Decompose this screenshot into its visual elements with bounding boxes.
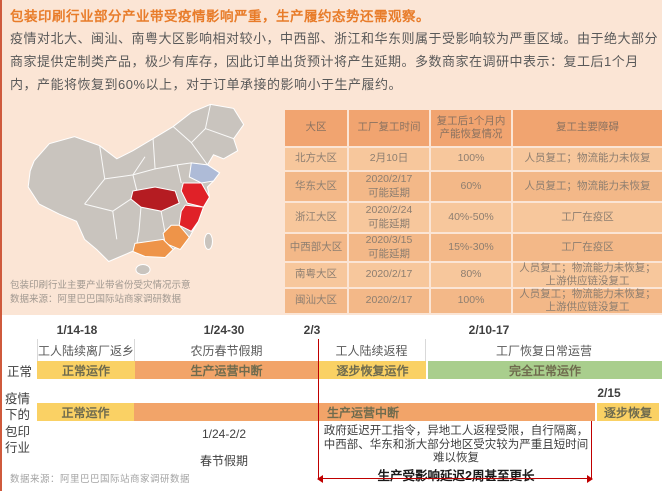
timeline-section: 1/14-18 1/24-30 2/3 2/10-17 2/15 工人陆续离厂返… <box>2 315 662 491</box>
table-header-obstacle: 复工主要障碍 <box>513 110 662 146</box>
map-province-north-region <box>188 162 221 184</box>
bar-normal-operating: 正常运作 <box>37 361 135 379</box>
bar-epidemic-interrupted-label: 生产运营中断 <box>327 405 400 420</box>
timeline-date-1: 1/14-18 <box>56 323 98 337</box>
bracket-right-line <box>591 421 592 479</box>
bracket-left-line <box>318 339 319 479</box>
table-row-time: 2020/3/15 可能延期 <box>349 234 429 261</box>
data-source-footer: 数据来源：阿里巴巴国际站商家调研数据 <box>10 474 191 485</box>
table-header-capacity-line2: 产能恢复情况 <box>439 128 503 140</box>
table-row-time: 2020/2/17 可能延期 <box>349 172 429 201</box>
table-row-capacity: 15%-30% <box>431 234 511 261</box>
bar-normal-interrupted: 生产运营中断 <box>135 361 318 379</box>
region-recovery-table: 大区 工厂复工时间 复工后1个月内 产能恢复情况 复工主要障碍 北方大区 2月1… <box>285 110 662 313</box>
map-province-fujian <box>162 224 190 251</box>
page-title: 包装印刷行业部分产业带受疫情影响严重，生产履约态势还需观察。 <box>10 9 430 24</box>
table-row-capacity: 80% <box>431 263 511 287</box>
table-header-region: 大区 <box>285 110 347 146</box>
summary-paragraph: 疫情对北大、闽汕、南粤大区影响相对较小，中西部、浙江和华东则属于受影响较为严重区… <box>10 31 659 92</box>
table-row-region: 浙江大区 <box>285 203 347 232</box>
time-line2: 可能延期 <box>368 217 410 230</box>
phase-label-resume-ops: 工厂恢复日常运营 <box>495 343 592 358</box>
arrowhead-right-icon <box>587 475 593 483</box>
map-caption-line2: 数据来源：阿里巴巴国际站商家调研数据 <box>10 294 182 306</box>
time-line1: 2020/2/24 <box>365 204 413 217</box>
table-header-capacity: 复工后1个月内 产能恢复情况 <box>431 110 511 146</box>
table-row-obstacle: 人员复工；物流能力未恢复；上游供应链没复工 <box>513 262 662 287</box>
time-line1: 2020/3/15 <box>365 234 413 247</box>
phase-label-spring-festival: 农历春节假期 <box>190 343 263 358</box>
table-row-region: 中西部大区 <box>285 234 347 261</box>
timeline-date-5: 2/15 <box>597 386 621 400</box>
table-row-region: 闽汕大区 <box>285 289 347 313</box>
table-row-time: 2月10日 <box>349 148 429 170</box>
table-row-region: 南粤大区 <box>285 263 347 287</box>
table-row-capacity: 60% <box>431 172 511 201</box>
row-label-epidemic: 疫情 下的 包印 行业 <box>5 391 35 456</box>
map-caption: 包装印刷行业主要产业带省份受灾情况示意 数据来源：阿里巴巴国际站商家调研数据 <box>10 279 191 308</box>
timeline-date-2: 1/24-30 <box>203 323 245 337</box>
map-island-hainan <box>135 264 151 276</box>
table-row-region: 华东大区 <box>285 172 347 201</box>
note-holiday-label: 春节假期 <box>199 454 248 468</box>
table-row-obstacle: 人员复工；物流能力未恢复 <box>513 148 662 170</box>
time-line1: 2020/2/17 <box>365 173 413 186</box>
table-header-restart-time: 工厂复工时间 <box>349 110 429 146</box>
table-row-obstacle: 工厂在疫区 <box>513 203 662 232</box>
note-delay-conclusion: 生产受影响延迟2周甚至更长 <box>377 469 535 483</box>
map-province-hubei <box>130 186 180 212</box>
bar-epidemic-gradual-recovery: 逐步恢复 <box>597 403 659 421</box>
map-caption-line1: 包装印刷行业主要产业带省份受灾情况示意 <box>10 280 191 291</box>
note-delay-reasons: 政府延迟开工指令，异地工人返程受限，自行隔离，中西部、华东和浙大部分地区受灾较为… <box>323 425 589 465</box>
map-province-guangdong <box>132 238 174 259</box>
timeline-date-3: 2/3 <box>303 323 321 337</box>
table-row-capacity: 40%-50% <box>431 203 511 232</box>
map-island-taiwan <box>203 232 213 250</box>
table-row-obstacle: 人员复工；物流能力未恢复 <box>513 172 662 201</box>
bar-normal-full-recovery: 完全正常运作 <box>428 361 662 379</box>
row-label-epidemic-line4: 行业 <box>5 440 31 455</box>
china-map-svg <box>27 103 245 276</box>
table-header-capacity-line1: 复工后1个月内 <box>436 114 506 127</box>
bar-normal-gradual-recovery: 逐步恢复运作 <box>319 361 426 379</box>
china-map <box>4 98 286 278</box>
row-label-epidemic-line1: 疫情 <box>5 392 31 406</box>
row-label-epidemic-line2: 下的 <box>5 408 31 423</box>
timeline-date-4: 2/10-17 <box>468 323 510 337</box>
table-row-time: 2020/2/17 <box>349 263 429 287</box>
table-row-region: 北方大区 <box>285 148 347 170</box>
time-line2: 可能延期 <box>368 186 410 199</box>
row-label-epidemic-line3: 包印 <box>5 424 31 439</box>
table-row-obstacle: 工厂在疫区 <box>513 234 662 261</box>
summary-section: 包装印刷行业部分产业带受疫情影响严重，生产履约态势还需观察。 疫情对北大、闽汕、… <box>2 0 662 315</box>
bar-epidemic-interrupted: 生产运营中断 <box>134 403 595 421</box>
row-label-normal: 正常 <box>7 365 33 379</box>
arrowhead-left-icon <box>317 475 323 483</box>
province-borders <box>84 104 234 244</box>
table-row-obstacle: 人员复工；物流能力未恢复；上游供应链没复工 <box>513 288 662 313</box>
table-row-time: 2020/2/17 <box>349 289 429 313</box>
phase-label-return-work: 工人陆续返程 <box>318 339 426 361</box>
note-holiday-date: 1/24-2/2 <box>201 427 247 441</box>
phase-label-return-home: 工人陆续离厂返乡 <box>37 339 135 361</box>
bar-epidemic-operating: 正常运作 <box>37 403 134 421</box>
map-province-zhejiang <box>178 204 205 232</box>
time-line2: 可能延期 <box>368 247 410 260</box>
bracket-arrow-line <box>322 478 588 479</box>
table-row-capacity: 100% <box>431 148 511 170</box>
table-row-capacity: 100% <box>431 289 511 313</box>
table-row-time: 2020/2/24 可能延期 <box>349 203 429 232</box>
